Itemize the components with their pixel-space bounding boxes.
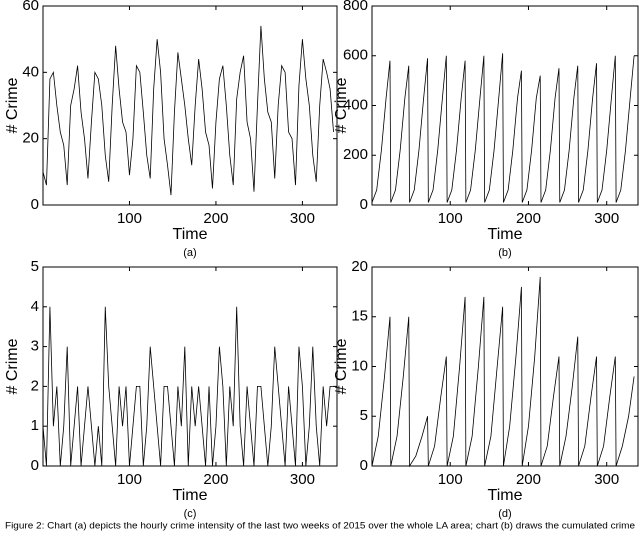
x-tick-label: 300 [290,471,315,488]
y-tick-label: 40 [22,63,39,80]
y-axis-label: # Crime [4,338,21,394]
y-tick-label: 0 [31,457,39,474]
axes-box [371,5,639,206]
x-tick-label: 300 [594,210,619,227]
axes-box [371,266,639,467]
data-line [371,53,635,203]
y-axis-label: # Crime [333,338,350,394]
x-tick-label: 300 [594,471,619,488]
y-tick-label: 400 [343,96,368,113]
data-line [371,276,635,468]
x-tick-label: 200 [203,471,228,488]
y-tick-label: 4 [31,298,39,315]
x-tick-label: 300 [290,210,315,227]
figure-caption: Figure 2: Chart (a) depicts the hourly c… [5,520,635,530]
x-axis-label: Time [173,487,208,504]
y-tick-label: 10 [351,357,368,374]
y-tick-label: 0 [360,457,368,474]
y-tick-label: 0 [360,196,368,213]
data-line [42,306,334,467]
y-axis-label: # Crime [333,77,350,133]
panel-caption: (c) [184,508,197,520]
y-tick-label: 15 [351,308,368,325]
y-tick-label: 2 [31,377,39,394]
x-axis-label: Time [488,226,523,243]
y-tick-label: 800 [343,0,368,14]
y-tick-label: 3 [31,338,39,355]
y-tick-label: 5 [31,258,39,275]
x-axis-label: Time [488,487,523,504]
panel-caption: (a) [183,247,196,259]
y-tick-label: 20 [351,258,368,275]
x-tick-label: 100 [117,471,142,488]
y-tick-label: 5 [360,407,368,424]
y-tick-label: 200 [343,146,368,163]
y-axis-label: # Crime [4,77,21,133]
data-line [42,25,334,196]
panel-caption: (b) [498,247,511,259]
y-tick-label: 20 [22,130,39,147]
y-tick-label: 1 [31,417,39,434]
y-tick-label: 60 [22,0,39,14]
x-axis-label: Time [173,226,208,243]
x-tick-label: 100 [438,210,463,227]
x-tick-label: 100 [117,210,142,227]
y-tick-label: 600 [343,47,368,64]
x-tick-label: 200 [203,210,228,227]
x-tick-label: 200 [516,471,541,488]
axes-box [42,266,338,467]
y-tick-label: 0 [31,196,39,213]
x-tick-label: 200 [516,210,541,227]
x-tick-label: 100 [438,471,463,488]
panel-caption: (d) [498,508,511,520]
axes-box [42,5,338,206]
